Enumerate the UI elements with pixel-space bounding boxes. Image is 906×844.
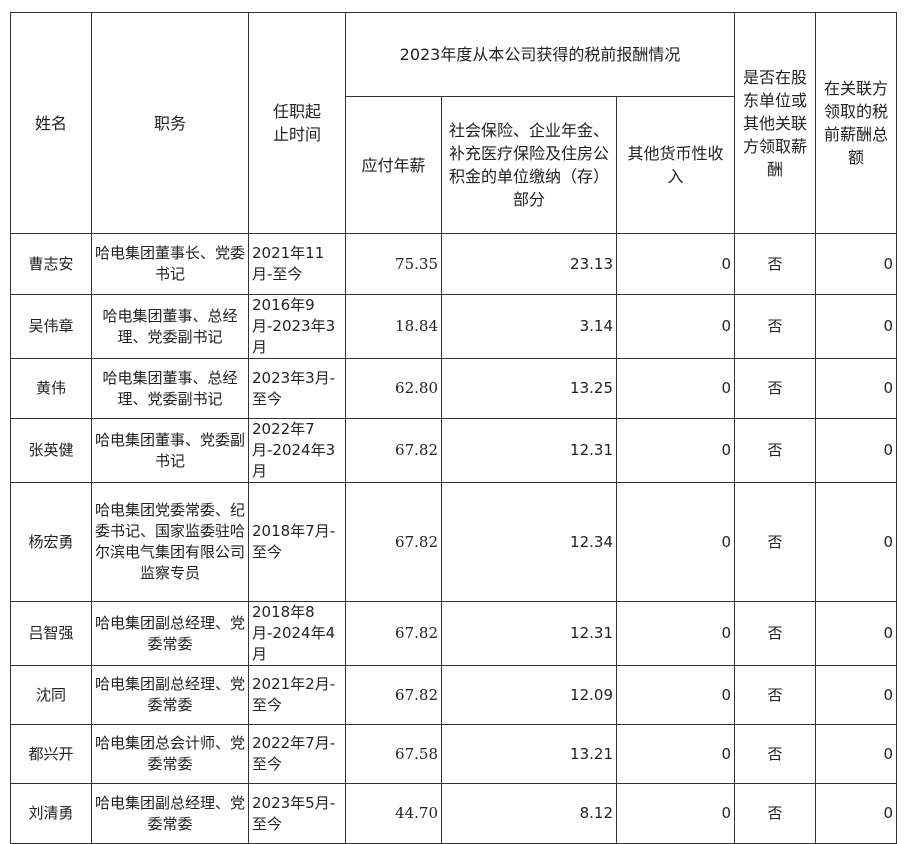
cell-position: 哈电集团总会计师、党委常委 <box>91 724 249 784</box>
cell-salary: 62.80 <box>345 358 442 419</box>
header-social: 社会保险、企业年金、补充医疗保险及住房公积金的单位缴纳（存）部分 <box>441 96 617 234</box>
table-row: 杨宏勇 哈电集团党委常委、纪委书记、国家监委驻哈尔滨电气集团有限公司监察专员 201… <box>10 482 898 602</box>
cell-social: 12.31 <box>441 418 617 483</box>
cell-name: 吕智强 <box>10 601 92 666</box>
cell-salary: 67.82 <box>345 482 442 602</box>
header-salary: 应付年薪 <box>345 96 442 234</box>
cell-tenure: 2023年5月-至今 <box>248 783 346 844</box>
header-name: 姓名 <box>10 12 92 234</box>
cell-name: 杨宏勇 <box>10 482 92 602</box>
cell-related-amount: 0 <box>815 601 898 666</box>
cell-name: 张英健 <box>10 418 92 483</box>
cell-salary: 67.82 <box>345 601 442 666</box>
cell-related-flag: 否 <box>734 233 817 295</box>
cell-other: 0 <box>615 601 736 666</box>
table-row: 张英健 哈电集团董事、党委副书记 2022年7月-2024年3月 67.82 12.31… <box>10 418 898 483</box>
cell-position: 哈电集团董事、党委副书记 <box>91 418 249 483</box>
header-other: 其他货币性收入 <box>615 96 736 234</box>
cell-salary: 67.82 <box>345 665 442 725</box>
cell-related-amount: 0 <box>815 294 898 359</box>
cell-related-flag: 否 <box>734 358 817 419</box>
cell-related-amount: 0 <box>815 482 898 602</box>
cell-position: 哈电集团董事、总经理、党委副书记 <box>91 294 249 359</box>
cell-other: 0 <box>615 665 736 725</box>
cell-name: 吴伟章 <box>10 294 92 359</box>
header-tenure: 任职起止时间 <box>248 12 346 234</box>
cell-other: 0 <box>615 418 736 483</box>
cell-name: 黄伟 <box>10 358 92 419</box>
cell-other: 0 <box>615 233 736 295</box>
cell-position: 哈电集团董事长、党委书记 <box>91 233 249 295</box>
cell-name: 沈同 <box>10 665 92 725</box>
cell-other: 0 <box>615 294 736 359</box>
cell-position: 哈电集团副总经理、党委常委 <box>91 783 249 844</box>
table-row: 吕智强 哈电集团副总经理、党委常委 2018年8月-2024年4月 67.82 12.3… <box>10 601 898 666</box>
cell-related-amount: 0 <box>815 783 898 844</box>
cell-social: 12.09 <box>441 665 617 725</box>
header-compensation-group: 2023年度从本公司获得的税前报酬情况 <box>344 12 736 97</box>
cell-position: 哈电集团董事、总经理、党委副书记 <box>91 358 249 419</box>
cell-tenure: 2022年7月-2024年3月 <box>248 418 346 483</box>
cell-tenure: 2018年7月-至今 <box>248 482 346 602</box>
header-position: 职务 <box>91 12 249 234</box>
cell-salary: 18.84 <box>345 294 442 359</box>
cell-social: 13.25 <box>441 358 617 419</box>
cell-related-amount: 0 <box>815 358 898 419</box>
header-related-flag: 是否在股东单位或其他关联方领取薪酬 <box>734 12 817 234</box>
table-row: 吴伟章 哈电集团董事、总经理、党委副书记 2016年9月-2023年3月 18.84 3… <box>10 294 898 359</box>
cell-position: 哈电集团副总经理、党委常委 <box>91 665 249 725</box>
cell-social: 23.13 <box>441 233 617 295</box>
table-row: 都兴开 哈电集团总会计师、党委常委 2022年7月-至今 67.58 13.21 0 否 0 <box>10 724 898 784</box>
cell-related-flag: 否 <box>734 783 817 844</box>
cell-other: 0 <box>615 724 736 784</box>
cell-social: 13.21 <box>441 724 617 784</box>
cell-position: 哈电集团党委常委、纪委书记、国家监委驻哈尔滨电气集团有限公司监察专员 <box>91 482 249 602</box>
cell-related-flag: 否 <box>734 418 817 483</box>
cell-social: 3.14 <box>441 294 617 359</box>
cell-name: 都兴开 <box>10 724 92 784</box>
table-row: 曹志安 哈电集团董事长、党委书记 2021年11月-至今 75.35 23.13 0 否 0 <box>10 233 898 295</box>
cell-tenure: 2021年2月-至今 <box>248 665 346 725</box>
cell-tenure: 2016年9月-2023年3月 <box>248 294 346 359</box>
cell-salary: 44.70 <box>345 783 442 844</box>
cell-salary: 75.35 <box>345 233 442 295</box>
header-row-2: 应付年薪 社会保险、企业年金、补充医疗保险及住房公积金的单位缴纳（存）部分 其他… <box>11 96 897 234</box>
cell-name: 曹志安 <box>10 233 92 295</box>
cell-tenure: 2018年8月-2024年4月 <box>248 601 346 666</box>
cell-salary: 67.82 <box>345 418 442 483</box>
cell-related-amount: 0 <box>815 665 898 725</box>
cell-social: 8.12 <box>441 783 617 844</box>
cell-related-flag: 否 <box>734 724 817 784</box>
cell-social: 12.34 <box>441 482 617 602</box>
cell-position: 哈电集团副总经理、党委常委 <box>91 601 249 666</box>
cell-other: 0 <box>615 783 736 844</box>
header-row-1: 姓名 职务 任职起止时间 2023年度从本公司获得的税前报酬情况 是否在股东单位… <box>10 12 898 234</box>
cell-name: 刘清勇 <box>10 783 92 844</box>
cell-social: 12.31 <box>441 601 617 666</box>
cell-salary: 67.58 <box>345 724 442 784</box>
table-row: 黄伟 哈电集团董事、总经理、党委副书记 2023年3月-至今 62.80 13.25 0 否… <box>10 358 898 419</box>
cell-related-flag: 否 <box>734 665 817 725</box>
cell-other: 0 <box>615 482 736 602</box>
cell-other: 0 <box>615 358 736 419</box>
table-row: 刘清勇 哈电集团副总经理、党委常委 2023年5月-至今 44.70 8.12 0 否 0 <box>10 783 898 844</box>
compensation-table: 姓名 职务 任职起止时间 2023年度从本公司获得的税前报酬情况 是否在股东单位… <box>10 12 898 844</box>
cell-tenure: 2021年11月-至今 <box>248 233 346 295</box>
cell-tenure: 2022年7月-至今 <box>248 724 346 784</box>
cell-tenure: 2023年3月-至今 <box>248 358 346 419</box>
header-related-amount: 在关联方领取的税前薪酬总额 <box>815 12 898 234</box>
cell-related-flag: 否 <box>734 482 817 602</box>
cell-related-amount: 0 <box>815 724 898 784</box>
cell-related-flag: 否 <box>734 601 817 666</box>
cell-related-flag: 否 <box>734 294 817 359</box>
cell-related-amount: 0 <box>815 418 898 483</box>
cell-related-amount: 0 <box>815 233 898 295</box>
table-row: 沈同 哈电集团副总经理、党委常委 2021年2月-至今 67.82 12.09 0 否 0 <box>10 665 898 725</box>
